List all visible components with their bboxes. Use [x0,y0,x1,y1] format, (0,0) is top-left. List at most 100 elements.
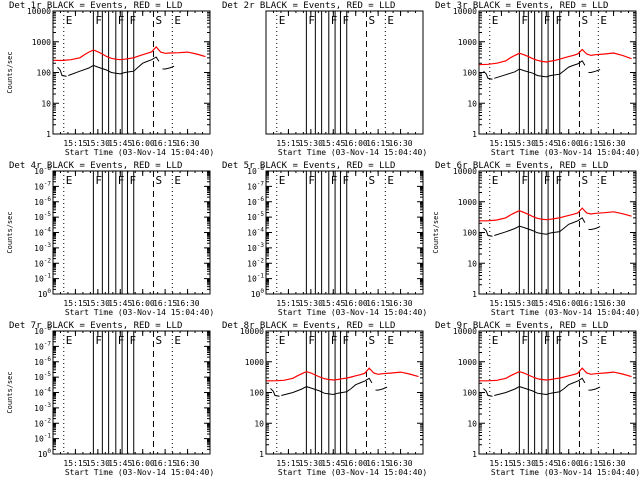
x-tick-label: 15:15 [276,459,300,468]
y-tick-label: 10 [254,419,264,428]
y-tick-label: 1000 [458,358,477,367]
x-tick-label: 16:00 [344,139,368,148]
x-tick-label: 15:45 [108,299,132,308]
x-tick-label: 16:15 [153,299,177,308]
marker-label-f: F [95,334,102,347]
y-tick-label: 10-1 [34,273,51,284]
marker-label-s: S [581,334,588,347]
x-tick-label: 16:30 [389,139,413,148]
marker-label-f: F [342,174,349,187]
x-axis-label: Start Time (03-Nov-14 15:04:40) [491,468,640,477]
panel-title: Det 9r BLACK = Events, RED = LLD [435,321,608,331]
x-tick-label: 15:30 [512,139,536,148]
x-axis-label: Start Time (03-Nov-14 15:04:40) [278,468,427,477]
x-axis-label: Start Time (03-Nov-14 15:04:40) [278,148,427,157]
x-tick-label: 15:15 [489,459,513,468]
y-tick-label: 10-4 [34,227,51,238]
y-tick-label: 10-7 [34,180,51,191]
lld-series-line [478,48,632,66]
panel-title: Det 3r BLACK = Events, RED = LLD [435,1,608,11]
y-tick-label: 10 [467,259,477,268]
marker-label-f: F [95,174,102,187]
x-tick-label: 16:15 [579,299,603,308]
y-tick-label: 10 [41,99,51,108]
x-tick-label: 16:00 [131,459,155,468]
y-tick-label: 10000 [453,327,477,336]
x-tick-label: 15:15 [489,139,513,148]
marker-label-e: E [279,14,286,27]
y-tick-label: 10-4 [34,387,51,398]
marker-label-f: F [544,174,551,187]
y-axis-label: Counts/sec [432,211,440,253]
panel-title: Det 7r BLACK = Events, RED = LLD [9,321,182,331]
x-tick-label: 16:00 [131,139,155,148]
events-series-line [57,66,67,77]
y-tick-label: 10000 [453,7,477,16]
x-tick-label: 16:30 [602,299,626,308]
marker-label-f: F [555,14,562,27]
y-tick-label: 10-6 [34,356,51,367]
x-tick-label: 15:15 [276,299,300,308]
x-axis-label: Start Time (03-Nov-14 15:04:40) [491,308,640,317]
y-tick-label: 10000 [453,167,477,176]
events-series-line [588,69,601,73]
y-tick-label: 1 [472,290,477,299]
x-tick-label: 15:30 [512,459,536,468]
marker-label-e: E [66,174,73,187]
y-tick-label: 100 [37,69,52,78]
marker-label-e: E [279,174,286,187]
marker-label-f: F [521,334,528,347]
y-tick-label: 10 [467,99,477,108]
y-tick-label: 10-1 [34,433,51,444]
panel-title: Det 2r BLACK = Events, RED = LLD [222,1,395,11]
y-tick-label: 1 [472,130,477,139]
x-tick-label: 16:00 [344,299,368,308]
x-tick-label: 16:15 [366,139,390,148]
marker-label-f: F [331,334,338,347]
events-series-line [68,56,160,76]
marker-label-f: F [95,14,102,27]
events-series-line [162,65,175,70]
y-tick-label: 10-7 [247,180,264,191]
events-series-line [483,388,493,397]
marker-label-f: F [544,334,551,347]
marker-label-e: E [492,334,499,347]
x-tick-label: 16:15 [579,459,603,468]
events-series-line [588,386,601,391]
marker-label-e: E [174,334,181,347]
events-series-line [483,227,493,237]
y-tick-label: 1000 [245,358,264,367]
y-tick-label: 10-3 [34,242,51,253]
marker-label-e: E [600,14,607,27]
y-tick-label: 100 [38,448,52,459]
marker-label-e: E [66,334,73,347]
marker-label-f: F [129,14,136,27]
y-tick-label: 1000 [458,38,477,47]
x-tick-label: 15:30 [299,139,323,148]
marker-label-s: S [155,334,162,347]
y-tick-label: 10-2 [247,257,264,268]
y-tick-label: 10-2 [34,417,51,428]
events-series-line [281,377,373,396]
x-tick-label: 15:45 [534,299,558,308]
y-tick-label: 1 [259,450,264,459]
x-tick-label: 15:15 [276,139,300,148]
x-axis-label: Start Time (03-Nov-14 15:04:40) [491,148,640,157]
y-tick-label: 1000 [32,38,51,47]
marker-label-f: F [308,174,315,187]
y-tick-label: 10-5 [34,211,51,222]
x-tick-label: 15:30 [512,299,536,308]
y-tick-label: 10-8 [34,325,51,336]
x-tick-label: 16:15 [366,299,390,308]
x-axis-label: Start Time (03-Nov-14 15:04:40) [278,308,427,317]
marker-label-f: F [521,174,528,187]
plot-frame [52,170,211,295]
marker-label-f: F [331,174,338,187]
x-tick-label: 15:30 [86,139,110,148]
